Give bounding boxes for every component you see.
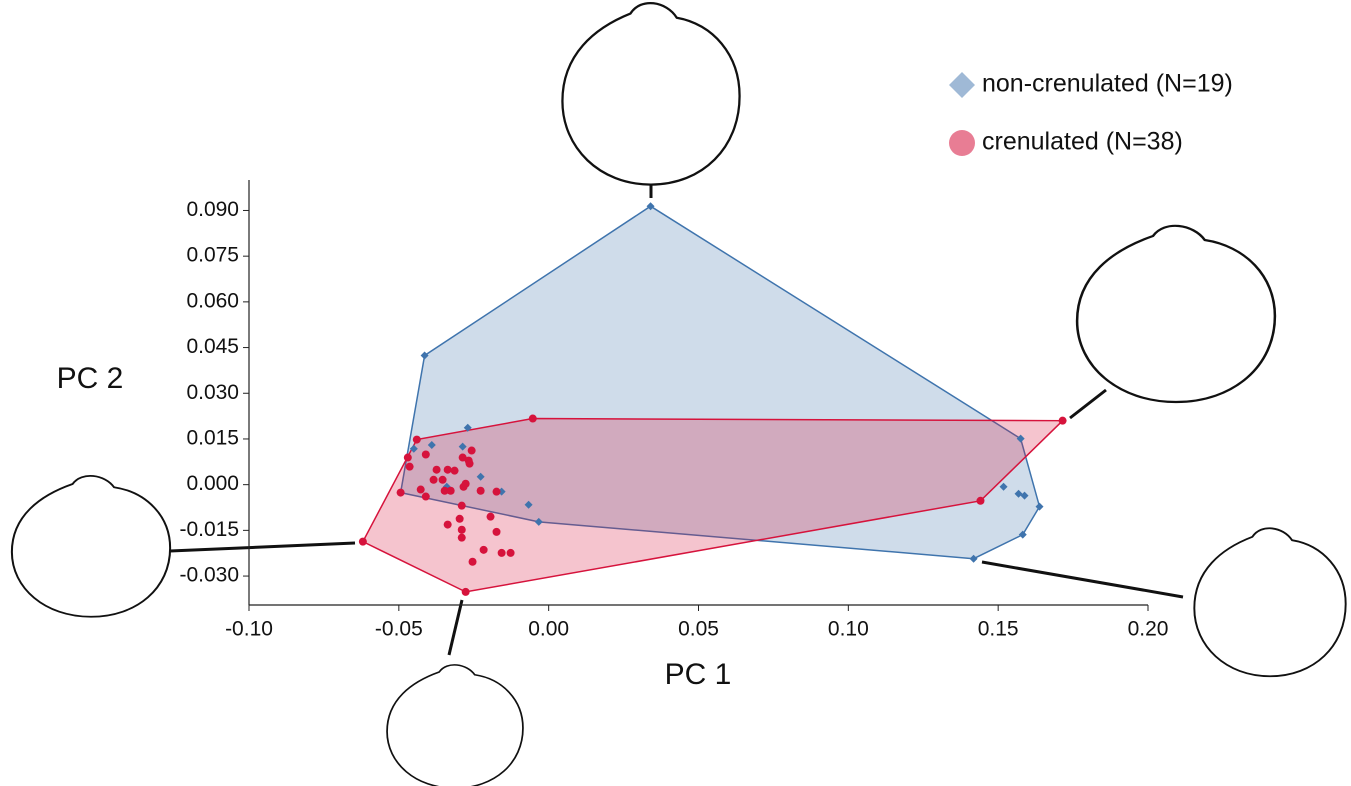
- point: [420, 351, 429, 360]
- point: [409, 444, 418, 453]
- hulls: [361, 205, 1065, 593]
- legend-marker: [949, 72, 975, 98]
- y-tick-label: 0.090: [186, 198, 239, 221]
- y-axis-label: PC 2: [57, 362, 124, 395]
- point: [427, 441, 436, 450]
- point: [455, 514, 464, 523]
- x-tick-label: -0.05: [375, 618, 423, 641]
- shell-outline: [1075, 224, 1277, 404]
- points: [358, 202, 1067, 596]
- point: [976, 496, 985, 505]
- x-tick-label: 0.15: [978, 618, 1019, 641]
- y-tick-label: 0.075: [186, 244, 239, 267]
- point: [1014, 489, 1023, 498]
- point: [396, 488, 405, 497]
- point: [1016, 434, 1025, 443]
- shell-outline: [10, 474, 172, 618]
- point: [446, 486, 455, 495]
- point: [450, 466, 459, 475]
- point: [1020, 491, 1029, 500]
- point: [465, 459, 474, 468]
- shell-outline: [386, 664, 524, 786]
- connector: [447, 599, 464, 656]
- y-tick-label: 0.060: [186, 289, 239, 312]
- point: [999, 482, 1008, 491]
- y-tick-label: 0.030: [186, 381, 239, 404]
- y-tick-label: 0.045: [186, 335, 239, 358]
- point: [457, 525, 466, 534]
- point: [405, 462, 414, 471]
- point: [458, 442, 467, 451]
- point: [443, 465, 452, 474]
- point: [438, 475, 447, 484]
- connector: [169, 541, 356, 553]
- point: [432, 465, 441, 474]
- point: [486, 512, 495, 521]
- y-tick-label: 0.015: [186, 427, 239, 450]
- point: [458, 453, 467, 462]
- point: [476, 472, 485, 481]
- point: [443, 520, 452, 529]
- point: [461, 587, 470, 596]
- point: [358, 537, 367, 546]
- point: [1058, 416, 1067, 425]
- point: [506, 548, 515, 557]
- point: [412, 435, 421, 444]
- x-tick-label: 0.00: [528, 618, 569, 641]
- shell-outline: [561, 1, 741, 186]
- legend-marker: [949, 130, 975, 156]
- point: [461, 479, 470, 488]
- x-tick-label: 0.05: [678, 618, 719, 641]
- point: [429, 475, 438, 484]
- legend-label: non-crenulated (N=19): [982, 70, 1233, 98]
- legend-label: crenulated (N=38): [982, 128, 1183, 156]
- hull: [361, 417, 1065, 593]
- shell-outline: [1193, 527, 1347, 678]
- point: [492, 527, 501, 536]
- point: [467, 446, 476, 455]
- point: [457, 501, 466, 510]
- point: [534, 517, 543, 526]
- point: [492, 487, 501, 496]
- point: [463, 423, 472, 432]
- y-tick-label: 0.000: [186, 472, 239, 495]
- point: [646, 202, 655, 211]
- x-tick-label: 0.10: [828, 618, 869, 641]
- connector: [981, 560, 1184, 599]
- point: [468, 557, 477, 566]
- point: [528, 414, 537, 423]
- point: [479, 545, 488, 554]
- x-tick-label: 0.20: [1128, 618, 1169, 641]
- point: [440, 486, 449, 495]
- point: [524, 500, 533, 509]
- point: [416, 485, 425, 494]
- point: [421, 450, 430, 459]
- point: [1035, 502, 1044, 511]
- point: [1018, 530, 1027, 539]
- point: [497, 548, 506, 557]
- point: [476, 486, 485, 495]
- x-tick-label: -0.10: [225, 618, 273, 641]
- point: [457, 533, 466, 542]
- y-tick-label: -0.015: [179, 518, 239, 541]
- point: [969, 554, 978, 563]
- point: [421, 492, 430, 501]
- y-tick-label: -0.030: [179, 564, 239, 587]
- connector: [1069, 388, 1107, 420]
- x-axis-label: PC 1: [665, 658, 732, 691]
- point: [403, 453, 412, 462]
